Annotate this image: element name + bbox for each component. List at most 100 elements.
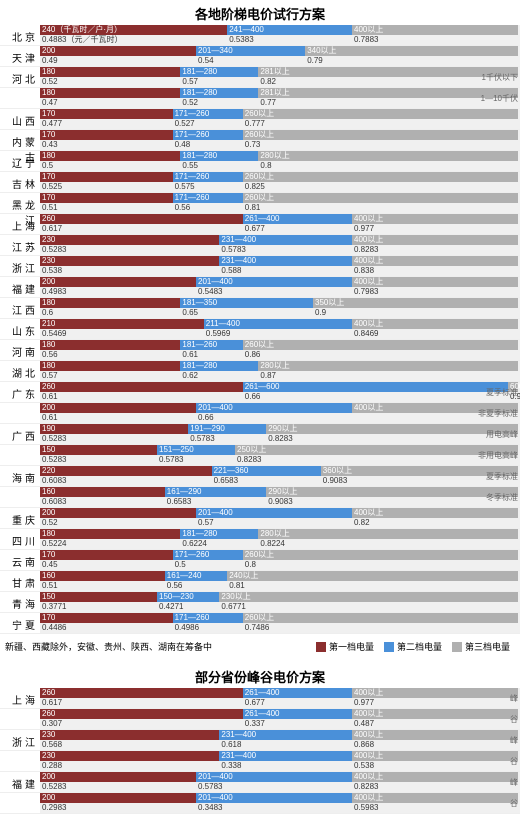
row-note: 谷 [510, 798, 518, 809]
province-label: 北京 [0, 29, 38, 44]
price-label: 0.618 [219, 740, 241, 750]
data-row: 辽宁1800.5181—2800.55280以上0.8 [0, 151, 520, 172]
tier-bar: 150 [40, 592, 157, 602]
price-label: 0.868 [352, 740, 374, 750]
price-label: 0.4983 [40, 287, 66, 297]
tier-bar: 260以上 [243, 550, 518, 560]
price-label: 0.56 [165, 581, 183, 591]
tier-bar: 280以上 [258, 151, 518, 161]
tier-bar: 231—400 [219, 751, 352, 761]
price-label: 0.77 [258, 98, 276, 108]
tier-bar: 190 [40, 424, 188, 434]
tier-bar: 400以上 [352, 25, 518, 35]
tier-bar: 200 [40, 403, 196, 413]
data-row: 内蒙古1700.43171—2600.48260以上0.73 [0, 130, 520, 151]
price-label: 0.57 [196, 518, 214, 528]
price-label: 0.5783 [219, 245, 245, 255]
legend-label: 第二档电量 [397, 640, 442, 653]
row-note: 1千伏以下 [482, 72, 518, 83]
price-label: 0.568 [40, 740, 62, 750]
tier-bar: 180 [40, 298, 180, 308]
price-label: 0.7883 [352, 35, 378, 45]
tier-bar: 230 [40, 730, 219, 740]
legend-item: 第一档电量 [316, 640, 374, 653]
tier-bar: 400以上 [352, 730, 518, 740]
price-label: 0.6224 [180, 539, 206, 549]
data-row: 福建2000.5283201—4000.5783400以上0.8283峰 [0, 772, 520, 793]
tier-bar: 150—230 [157, 592, 219, 602]
price-label: 0.777 [243, 119, 265, 129]
price-label: 0.82 [258, 77, 276, 87]
province-label: 广西 [0, 428, 38, 443]
price-label: 0.86 [243, 350, 261, 360]
tier-bar: 400以上 [352, 277, 518, 287]
data-row: 湖北1800.57181—2800.62280以上0.87 [0, 361, 520, 382]
price-label: 0.57 [40, 371, 58, 381]
price-label: 0.73 [243, 140, 261, 150]
province-label: 山西 [0, 113, 38, 128]
price-label: 0.2983 [40, 803, 66, 813]
row-note: 冬季标准 [486, 492, 518, 503]
price-label: 0.62 [180, 371, 198, 381]
price-label: 0.6083 [40, 497, 66, 507]
row-note: 非夏季标准 [478, 408, 518, 419]
tier-bar: 400以上 [352, 793, 518, 803]
tier-bar: 400以上 [352, 508, 518, 518]
tier-bar: 180 [40, 88, 180, 98]
legend: 第一档电量第二档电量第三档电量 [311, 637, 515, 656]
province-label: 江西 [0, 302, 38, 317]
price-label: 0.3771 [40, 602, 66, 612]
price-label: 0.4271 [157, 602, 183, 612]
data-row: 海南2200.6083221—3600.6583360以上0.9083夏季标准 [0, 466, 520, 487]
tier-bar: 201—340 [196, 46, 305, 56]
data-row: 天津2000.49201—3400.54340以上0.79 [0, 46, 520, 67]
tier-bar: 231—400 [219, 256, 352, 266]
province-label: 河南 [0, 344, 38, 359]
data-row: 青海1500.3771150—2300.4271230以上0.6771 [0, 592, 520, 613]
price-label: 0.338 [219, 761, 241, 771]
tier-bar: 200 [40, 772, 196, 782]
data-row: 山西1700.477171—2600.527260以上0.777 [0, 109, 520, 130]
tier-bar: 260以上 [243, 193, 518, 203]
tier-bar: 211—400 [204, 319, 352, 329]
price-label: 0.825 [243, 182, 265, 192]
price-label: 0.525 [40, 182, 62, 192]
price-label: 0.45 [40, 560, 58, 570]
province-label: 青海 [0, 596, 38, 611]
footnote-text: 新疆、西藏除外，安徽、贵州、陕西、湖南在筹备中 [5, 640, 212, 653]
province-label: 上海 [0, 218, 38, 233]
tier-bar: 191—290 [188, 424, 266, 434]
price-label: 0.61 [40, 413, 58, 423]
price-label: 0.55 [180, 161, 198, 171]
price-label: 0.617 [40, 224, 62, 234]
tier-bar: 181—260 [180, 340, 242, 350]
tier-bar: 180 [40, 529, 180, 539]
data-row: 重庆2000.52201—4000.57400以上0.82 [0, 508, 520, 529]
price-label: 0.8 [243, 560, 256, 570]
tier-bar: 161—290 [165, 487, 266, 497]
price-label: 0.6771 [219, 602, 245, 612]
tier-bar: 400以上 [352, 688, 518, 698]
price-label: 0.5224 [40, 539, 66, 549]
tier-bar: 240（千瓦时／户·月） [40, 25, 227, 35]
data-row: 2000.61201—4000.66400以上非夏季标准 [0, 403, 520, 424]
tier-bar: 150 [40, 445, 157, 455]
price-label: 0.87 [258, 371, 276, 381]
tier-bar: 260以上 [243, 172, 518, 182]
data-row: 河北1800.52181—2800.57281以上0.821千伏以下 [0, 67, 520, 88]
price-label: 0.538 [40, 266, 62, 276]
price-label: 0.8283 [235, 455, 261, 465]
price-label: 0.575 [173, 182, 195, 192]
province-label: 上海 [0, 692, 38, 707]
data-row: 2300.288231—4000.338400以上0.538谷 [0, 751, 520, 772]
tier-bar: 170 [40, 613, 173, 623]
data-row: 四川1800.5224181—2800.6224280以上0.8224 [0, 529, 520, 550]
price-label: 0.8469 [352, 329, 378, 339]
price-label: 0.9083 [321, 476, 347, 486]
data-row: 2600.307261—4000.337400以上0.487谷 [0, 709, 520, 730]
tier-bar: 170 [40, 550, 173, 560]
province-label: 云南 [0, 554, 38, 569]
province-label: 辽宁 [0, 155, 38, 170]
price-label: 0.5283 [40, 245, 66, 255]
province-label: 甘肃 [0, 575, 38, 590]
